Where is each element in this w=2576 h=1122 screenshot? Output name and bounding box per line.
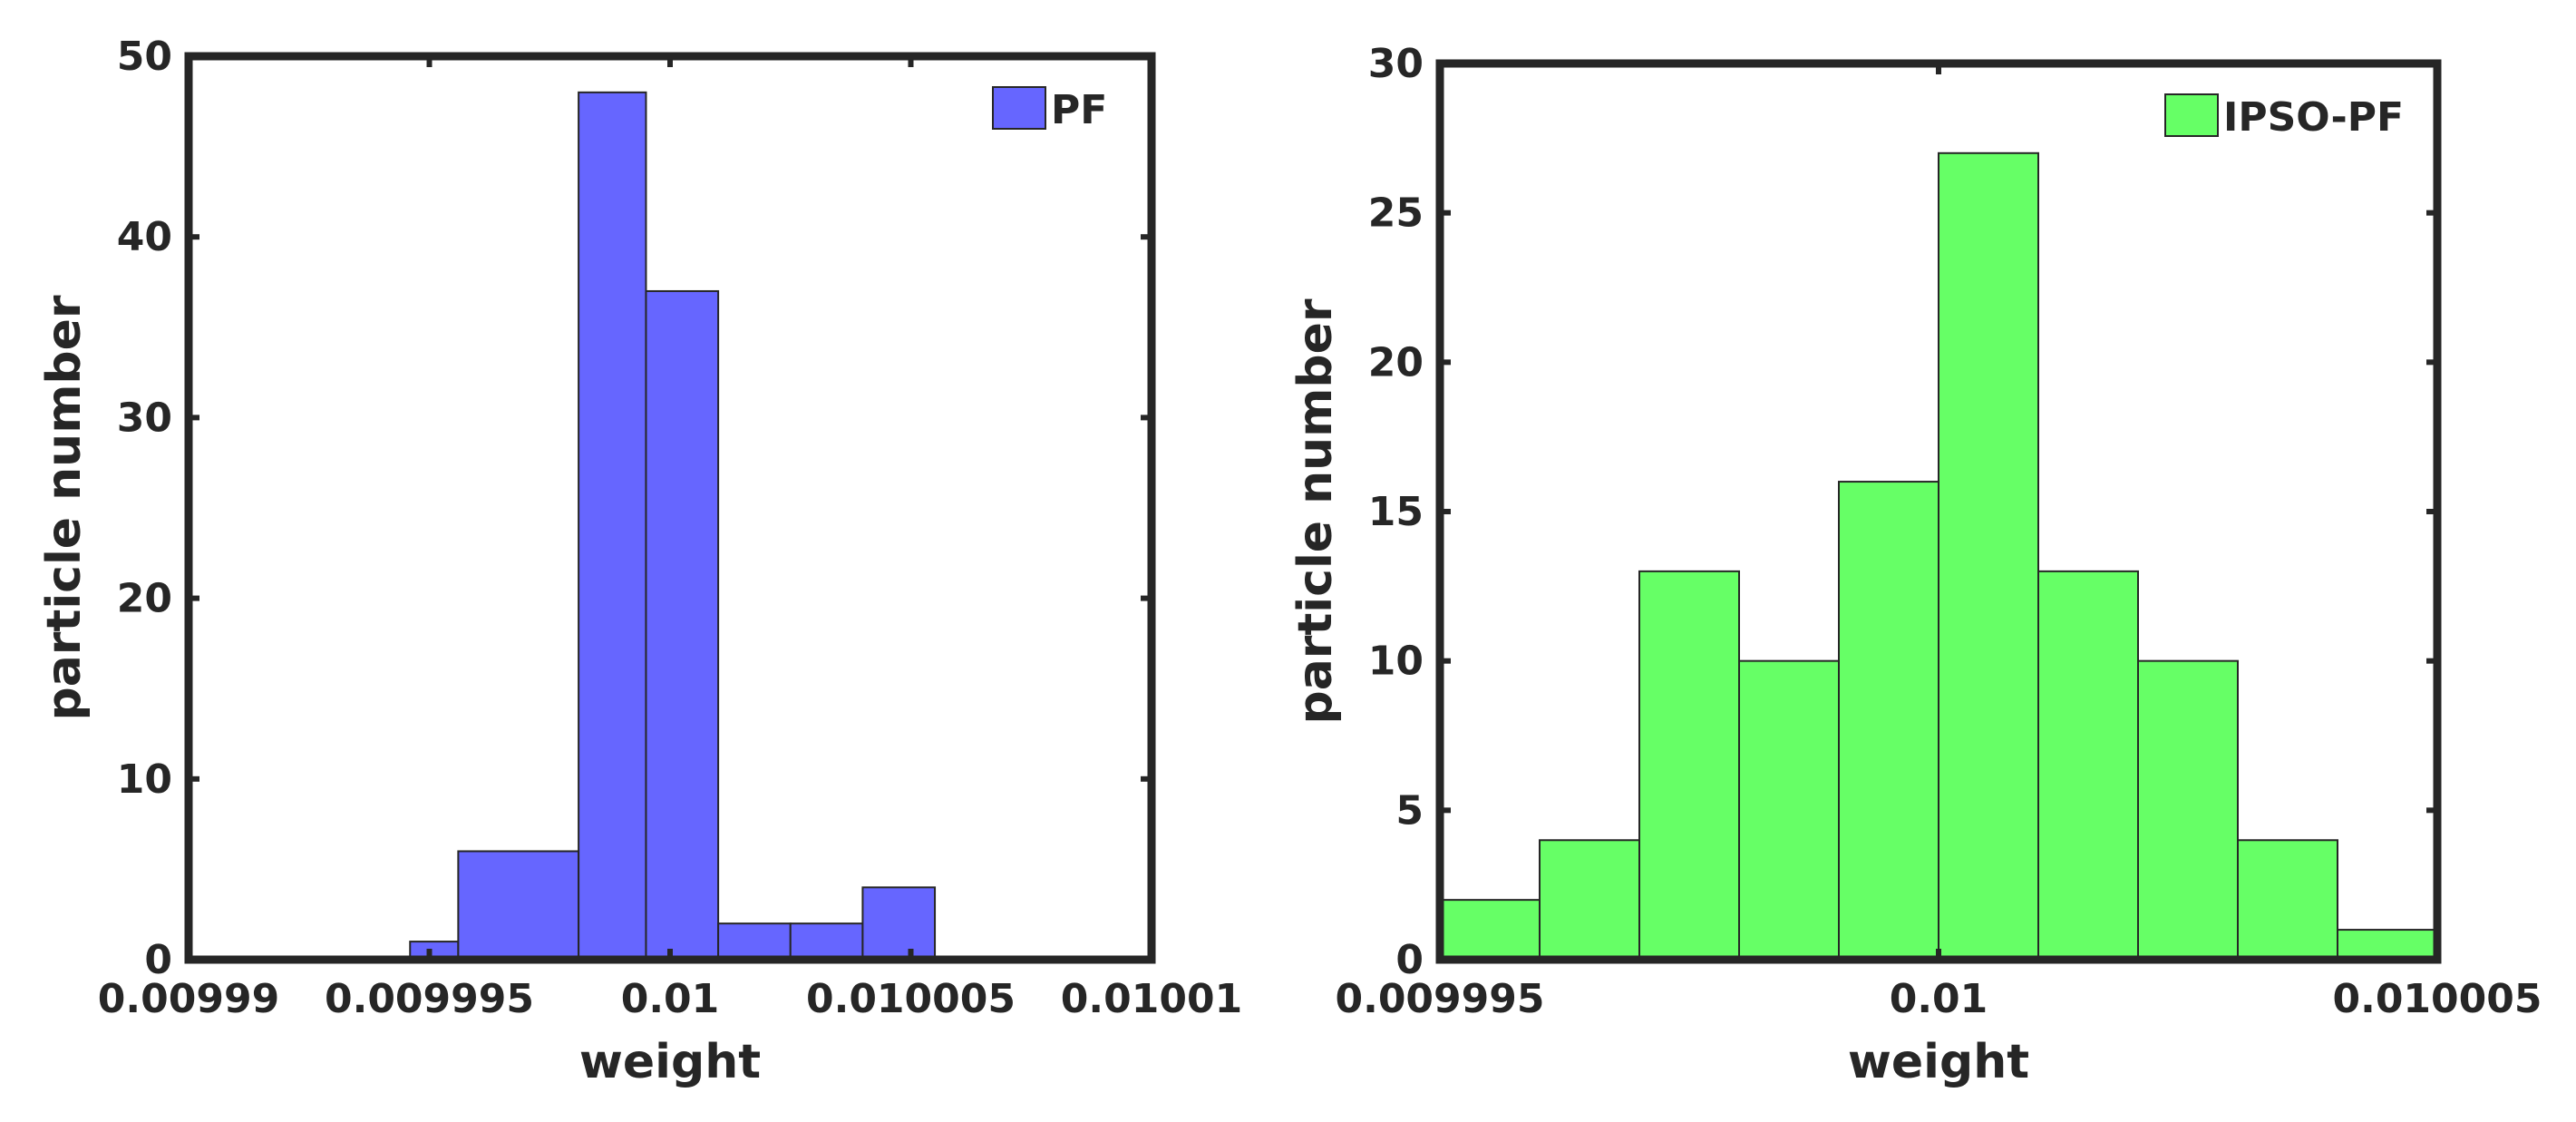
chart-pf: 0 10 20 30 40 50 0.00999 0.009995 0.01 0.010005 0.… <box>37 34 1242 1089</box>
ipso-pf-ticks: 0 5 10 15 20 25 30 0.009995 0.01 0.010005 <box>1335 41 2542 1022</box>
pf-bars <box>409 91 937 961</box>
ipso-pf-xtick-label-2: 0.010005 <box>2332 976 2542 1022</box>
pf-legend-swatch <box>992 86 1046 130</box>
ipso-pf-legend: IPSO-PF <box>2164 93 2404 141</box>
ipso-pf-x-axis-label: weight <box>1848 1035 2029 1089</box>
pf-bar-2 <box>578 91 647 961</box>
ipso-pf-legend-swatch <box>2164 93 2219 137</box>
pf-xtick-label-4: 0.01001 <box>1061 976 1242 1022</box>
ipso-pf-bar-8 <box>2237 839 2338 961</box>
pf-bar-1 <box>457 850 580 961</box>
pf-bar-6 <box>861 886 937 961</box>
ipso-pf-bar-4 <box>1838 481 1939 961</box>
ipso-pf-legend-label: IPSO-PF <box>2223 94 2404 141</box>
pf-ytick-label-5: 50 <box>117 34 172 80</box>
ipso-pf-ytick-label-1: 5 <box>1395 787 1424 834</box>
pf-xtick-label-3: 0.010005 <box>806 976 1016 1022</box>
ipso-pf-bar-9 <box>2337 929 2438 961</box>
pf-ytick-label-2: 20 <box>117 576 172 622</box>
pf-xtick-label-2: 0.01 <box>621 976 720 1022</box>
ipso-pf-bar-5 <box>1938 151 2039 961</box>
ipso-pf-ytick-label-3: 15 <box>1368 489 1424 535</box>
ipso-pf-bar-6 <box>2037 570 2139 961</box>
pf-xtick-label-1: 0.009995 <box>325 976 534 1022</box>
pf-legend-label: PF <box>1051 87 1107 133</box>
pf-ytick-label-1: 10 <box>117 756 172 803</box>
ipso-pf-bar-1 <box>1539 839 1640 961</box>
ipso-pf-bar-3 <box>1738 659 1840 961</box>
pf-xtick-label-0: 0.00999 <box>98 976 279 1022</box>
ipso-pf-bar-2 <box>1638 570 1740 961</box>
pf-ytick-label-4: 40 <box>117 214 172 260</box>
ipso-pf-bar-0 <box>1439 899 1541 961</box>
pf-ticks: 0 10 20 30 40 50 0.00999 0.009995 0.01 0.010005 0.… <box>98 34 1242 1022</box>
pf-bar-3 <box>645 289 720 961</box>
ipso-pf-bars <box>1439 151 2438 961</box>
ipso-pf-ytick-label-4: 20 <box>1368 339 1424 385</box>
pf-x-axis-label: weight <box>579 1035 761 1089</box>
ipso-pf-xtick-label-0: 0.009995 <box>1335 976 1544 1022</box>
ipso-pf-ytick-label-0: 0 <box>1395 937 1424 983</box>
ipso-pf-xtick-label-1: 0.01 <box>1890 976 1988 1022</box>
pf-legend: PF <box>992 86 1107 133</box>
ipso-pf-ytick-label-2: 10 <box>1368 639 1424 685</box>
ipso-pf-bar-7 <box>2137 659 2239 961</box>
pf-ytick-label-0: 0 <box>144 937 172 983</box>
ipso-pf-y-axis-label: particle number <box>1288 298 1343 724</box>
pf-bar-5 <box>789 922 864 961</box>
pf-bar-4 <box>717 922 792 961</box>
pf-ytick-label-3: 30 <box>117 395 172 441</box>
ipso-pf-ytick-label-5: 25 <box>1368 190 1424 237</box>
pf-y-axis-label: particle number <box>37 295 92 720</box>
ipso-pf-ytick-label-6: 30 <box>1368 41 1424 87</box>
